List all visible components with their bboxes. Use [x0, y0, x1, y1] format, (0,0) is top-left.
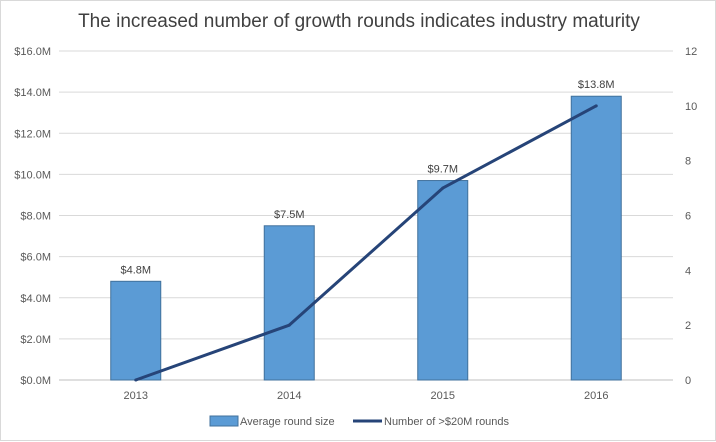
x-tick-label: 2016 — [584, 390, 608, 402]
data-label: $13.8M — [578, 79, 615, 91]
y-right-tick-label: 10 — [685, 101, 697, 113]
y-left-tick-label: $2.0M — [20, 334, 51, 346]
data-label: $4.8M — [120, 264, 151, 276]
bar — [263, 225, 315, 381]
x-tick-label: 2014 — [277, 390, 301, 402]
series-line — [135, 104, 597, 382]
y-right-tick-label: 8 — [685, 156, 691, 168]
y-left-tick-label: $12.0M — [14, 128, 51, 140]
legend-label: Average round size — [240, 416, 335, 428]
line-point — [287, 323, 291, 327]
data-label: $7.5M — [274, 209, 305, 221]
line-point — [441, 186, 445, 190]
x-tick-label: 2013 — [124, 390, 148, 402]
y-left-tick-label: $10.0M — [14, 169, 51, 181]
data-label: $9.7M — [427, 164, 458, 176]
line-point — [134, 378, 138, 382]
y-left-tick-label: $14.0M — [14, 87, 51, 99]
y-left-tick-label: $0.0M — [20, 375, 51, 387]
y-right-tick-label: 6 — [685, 211, 691, 223]
y-right-tick-label: 2 — [685, 320, 691, 332]
bar — [570, 95, 622, 381]
y-left-tick-label: $6.0M — [20, 252, 51, 264]
y-left-tick-label: $4.0M — [20, 293, 51, 305]
chart-title: The increased number of growth rounds in… — [78, 11, 640, 32]
y-left-tick-label: $8.0M — [20, 211, 51, 223]
y-left-tick-label: $16.0M — [14, 46, 51, 58]
legend-label: Number of >$20M rounds — [384, 416, 510, 428]
y-right-tick-label: 12 — [685, 46, 697, 58]
legend-swatch-bar — [209, 415, 239, 427]
y-right-tick-label: 4 — [685, 265, 691, 277]
y-right-tick-label: 0 — [685, 375, 691, 387]
line-point — [594, 104, 598, 108]
x-tick-label: 2015 — [431, 390, 455, 402]
bar — [417, 180, 469, 381]
bar — [110, 280, 162, 381]
